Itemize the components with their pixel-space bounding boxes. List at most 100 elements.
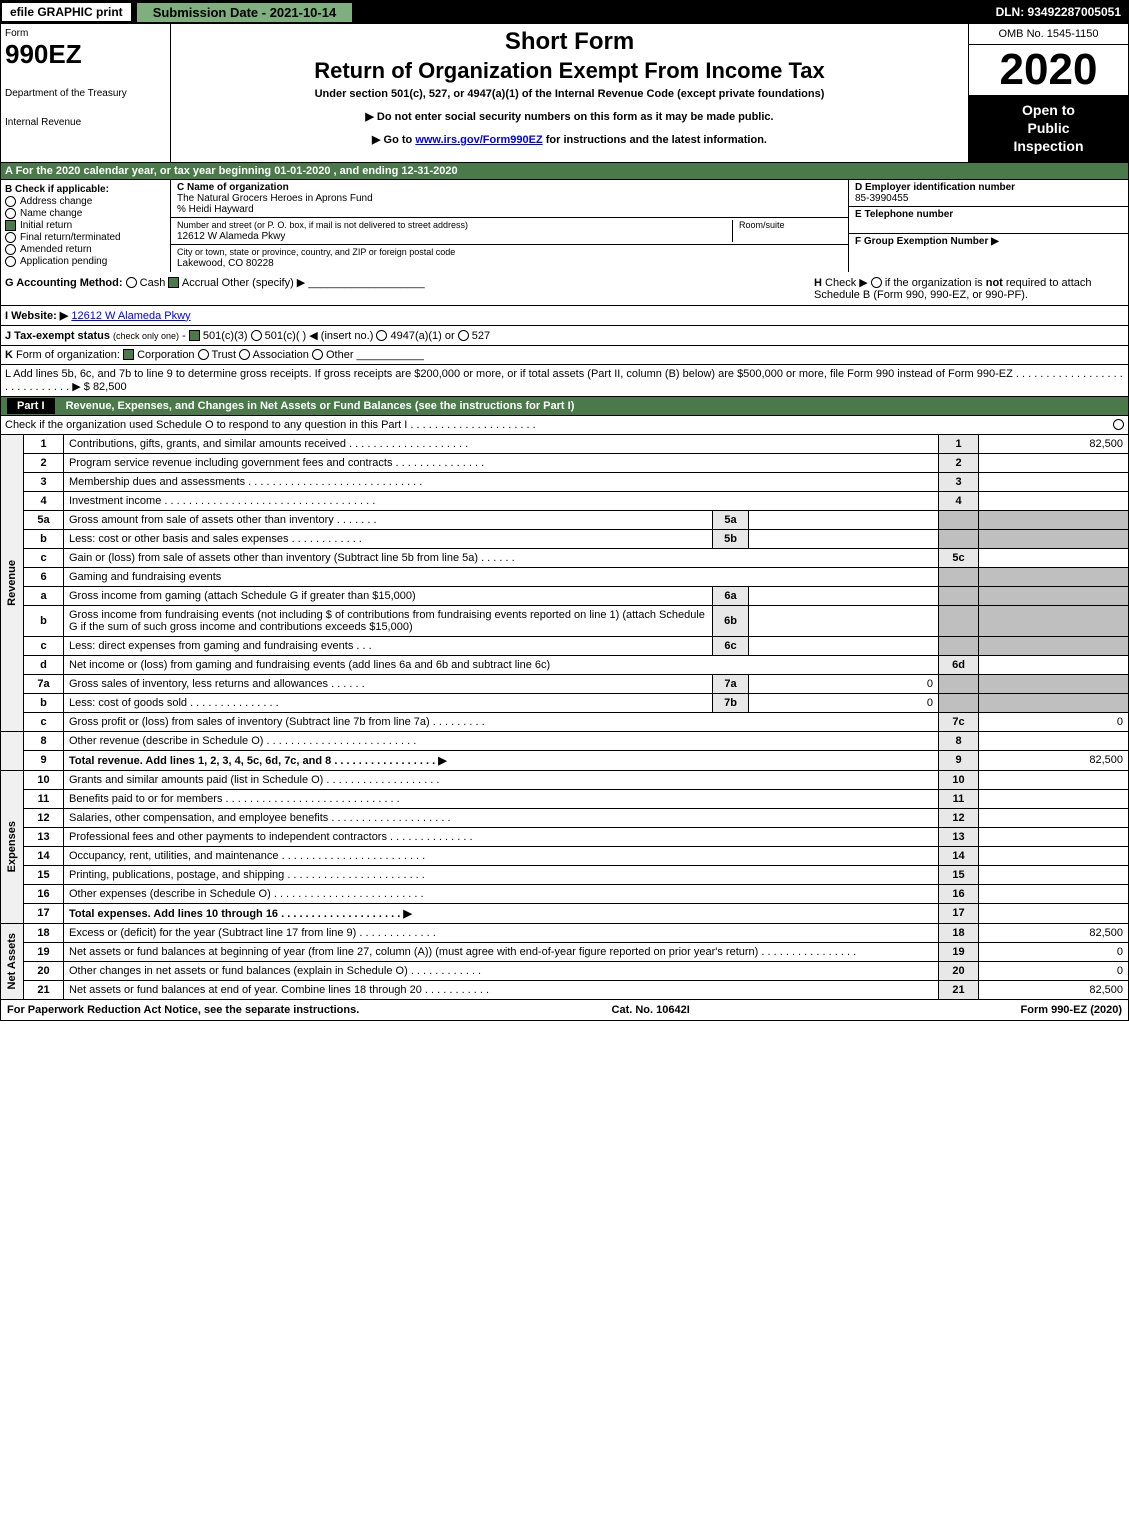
line-6a: a Gross income from gaming (attach Sched… xyxy=(1,586,1129,605)
street-label: Number and street (or P. O. box, if mail… xyxy=(177,220,468,230)
i-label: I Website: ▶ xyxy=(5,310,68,322)
check-o-text: Check if the organization used Schedule … xyxy=(5,419,536,431)
line-16: 16 Other expenses (describe in Schedule … xyxy=(1,884,1129,903)
dln-label: DLN: 93492287005051 xyxy=(996,5,1129,19)
l-amount: 82,500 xyxy=(93,381,127,393)
line-9: 9 Total revenue. Add lines 1, 2, 3, 4, 5… xyxy=(1,750,1129,770)
line-4: 4 Investment income . . . . . . . . . . … xyxy=(1,491,1129,510)
page-footer: For Paperwork Reduction Act Notice, see … xyxy=(0,1000,1129,1021)
instr2-post: for instructions and the latest informat… xyxy=(543,134,767,146)
part-i-badge: Part I xyxy=(7,398,55,414)
line-3-value xyxy=(979,472,1129,491)
section-c: C Name of organization The Natural Groce… xyxy=(171,180,848,272)
line-7a-value: 0 xyxy=(749,674,939,693)
g-other: Other (specify) ▶ xyxy=(222,277,306,289)
d-label: D Employer identification number xyxy=(855,182,1122,193)
phone-block: E Telephone number xyxy=(849,207,1128,234)
accounting-method: G Accounting Method: Cash Accrual Other … xyxy=(5,276,814,301)
section-h: H Check ▶ if the organization is not req… xyxy=(814,276,1124,301)
short-form-title: Short Form xyxy=(179,28,960,56)
chk-application-pending[interactable]: Application pending xyxy=(5,256,166,267)
header-left: Form 990EZ Department of the Treasury In… xyxy=(1,24,171,162)
chk-other[interactable] xyxy=(312,349,323,360)
chk-accrual[interactable] xyxy=(168,277,179,288)
chk-cash[interactable] xyxy=(126,277,137,288)
line-17: 17 Total expenses. Add lines 10 through … xyxy=(1,903,1129,923)
row-j-tax-exempt: J Tax-exempt status (check only one) - 5… xyxy=(0,326,1129,346)
line-7c: c Gross profit or (loss) from sales of i… xyxy=(1,712,1129,731)
line-19: 19 Net assets or fund balances at beginn… xyxy=(1,942,1129,961)
part-i-header: Part I Revenue, Expenses, and Changes in… xyxy=(0,397,1129,416)
line-6: 6 Gaming and fundraising events xyxy=(1,567,1129,586)
line-7c-value: 0 xyxy=(979,712,1129,731)
c-label: C Name of organization xyxy=(177,182,842,193)
chk-4947[interactable] xyxy=(376,330,387,341)
efile-print-label[interactable]: efile GRAPHIC print xyxy=(0,1,133,23)
chk-trust[interactable] xyxy=(198,349,209,360)
chk-501c3[interactable] xyxy=(189,330,200,341)
omb-number: OMB No. 1545-1150 xyxy=(969,24,1128,45)
line-6d-value xyxy=(979,655,1129,674)
chk-association[interactable] xyxy=(239,349,250,360)
line-20-value: 0 xyxy=(979,961,1129,980)
line-11-value xyxy=(979,789,1129,808)
inspection-line-2: Public xyxy=(973,119,1124,137)
chk-address-change[interactable]: Address change xyxy=(5,196,166,207)
chk-schedule-o[interactable] xyxy=(1113,419,1124,430)
e-label: E Telephone number xyxy=(855,209,1122,220)
line-6a-value xyxy=(749,586,939,605)
line-21: 21 Net assets or fund balances at end of… xyxy=(1,980,1129,999)
subtitle: Under section 501(c), 527, or 4947(a)(1)… xyxy=(179,88,960,100)
line-9-value: 82,500 xyxy=(979,750,1129,770)
expenses-vlabel: Expenses xyxy=(6,821,18,872)
line-16-value xyxy=(979,884,1129,903)
dept-irs: Internal Revenue xyxy=(5,117,166,128)
instruction-2: ▶ Go to www.irs.gov/Form990EZ for instru… xyxy=(179,133,960,146)
part-i-title: Revenue, Expenses, and Changes in Net As… xyxy=(66,400,575,412)
chk-527[interactable] xyxy=(458,330,469,341)
chk-final-return[interactable]: Final return/terminated xyxy=(5,232,166,243)
footer-center: Cat. No. 10642I xyxy=(359,1004,942,1016)
city-block: City or town, state or province, country… xyxy=(171,245,848,271)
chk-amended-return[interactable]: Amended return xyxy=(5,244,166,255)
revenue-vlabel: Revenue xyxy=(6,560,18,606)
line-6d: d Net income or (loss) from gaming and f… xyxy=(1,655,1129,674)
chk-501c[interactable] xyxy=(251,330,262,341)
chk-schedule-b[interactable] xyxy=(871,277,882,288)
header-center: Short Form Return of Organization Exempt… xyxy=(171,24,968,162)
website-link[interactable]: 12612 W Alameda Pkwy xyxy=(71,310,190,322)
care-of: % Heidi Hayward xyxy=(177,204,842,215)
line-12: 12 Salaries, other compensation, and emp… xyxy=(1,808,1129,827)
form-header: Form 990EZ Department of the Treasury In… xyxy=(0,24,1129,163)
inspection-line-1: Open to xyxy=(973,101,1124,119)
f-label: F Group Exemption Number ▶ xyxy=(855,236,1122,247)
group-exemption-block: F Group Exemption Number ▶ xyxy=(849,234,1128,249)
line-15-value xyxy=(979,865,1129,884)
instr2-pre: ▶ Go to xyxy=(372,134,415,146)
tax-year: 2020 xyxy=(969,45,1128,95)
line-5c-value xyxy=(979,548,1129,567)
line-15: 15 Printing, publications, postage, and … xyxy=(1,865,1129,884)
ein-value: 85-3990455 xyxy=(855,193,1122,204)
line-19-value: 0 xyxy=(979,942,1129,961)
footer-right: Form 990-EZ (2020) xyxy=(942,1004,1122,1016)
section-b-label: B Check if applicable: xyxy=(5,184,166,195)
line-5b: b Less: cost or other basis and sales ex… xyxy=(1,529,1129,548)
line-18: Net Assets 18 Excess or (deficit) for th… xyxy=(1,923,1129,942)
line-18-value: 82,500 xyxy=(979,923,1129,942)
line-21-value: 82,500 xyxy=(979,980,1129,999)
line-7b: b Less: cost of goods sold . . . . . . .… xyxy=(1,693,1129,712)
chk-name-change[interactable]: Name change xyxy=(5,208,166,219)
row-l-gross-receipts: L Add lines 5b, 6c, and 7b to line 9 to … xyxy=(0,365,1129,397)
irs-link[interactable]: www.irs.gov/Form990EZ xyxy=(415,134,542,146)
line-7a: 7a Gross sales of inventory, less return… xyxy=(1,674,1129,693)
part-i-check-o: Check if the organization used Schedule … xyxy=(0,416,1129,435)
line-5a: 5a Gross amount from sale of assets othe… xyxy=(1,510,1129,529)
chk-corporation[interactable] xyxy=(123,349,134,360)
city-value: Lakewood, CO 80228 xyxy=(177,258,842,269)
form-label: Form xyxy=(5,28,166,39)
chk-initial-return[interactable]: Initial return xyxy=(5,220,166,231)
line-12-value xyxy=(979,808,1129,827)
info-grid: B Check if applicable: Address change Na… xyxy=(0,180,1129,272)
line-3: 3 Membership dues and assessments . . . … xyxy=(1,472,1129,491)
